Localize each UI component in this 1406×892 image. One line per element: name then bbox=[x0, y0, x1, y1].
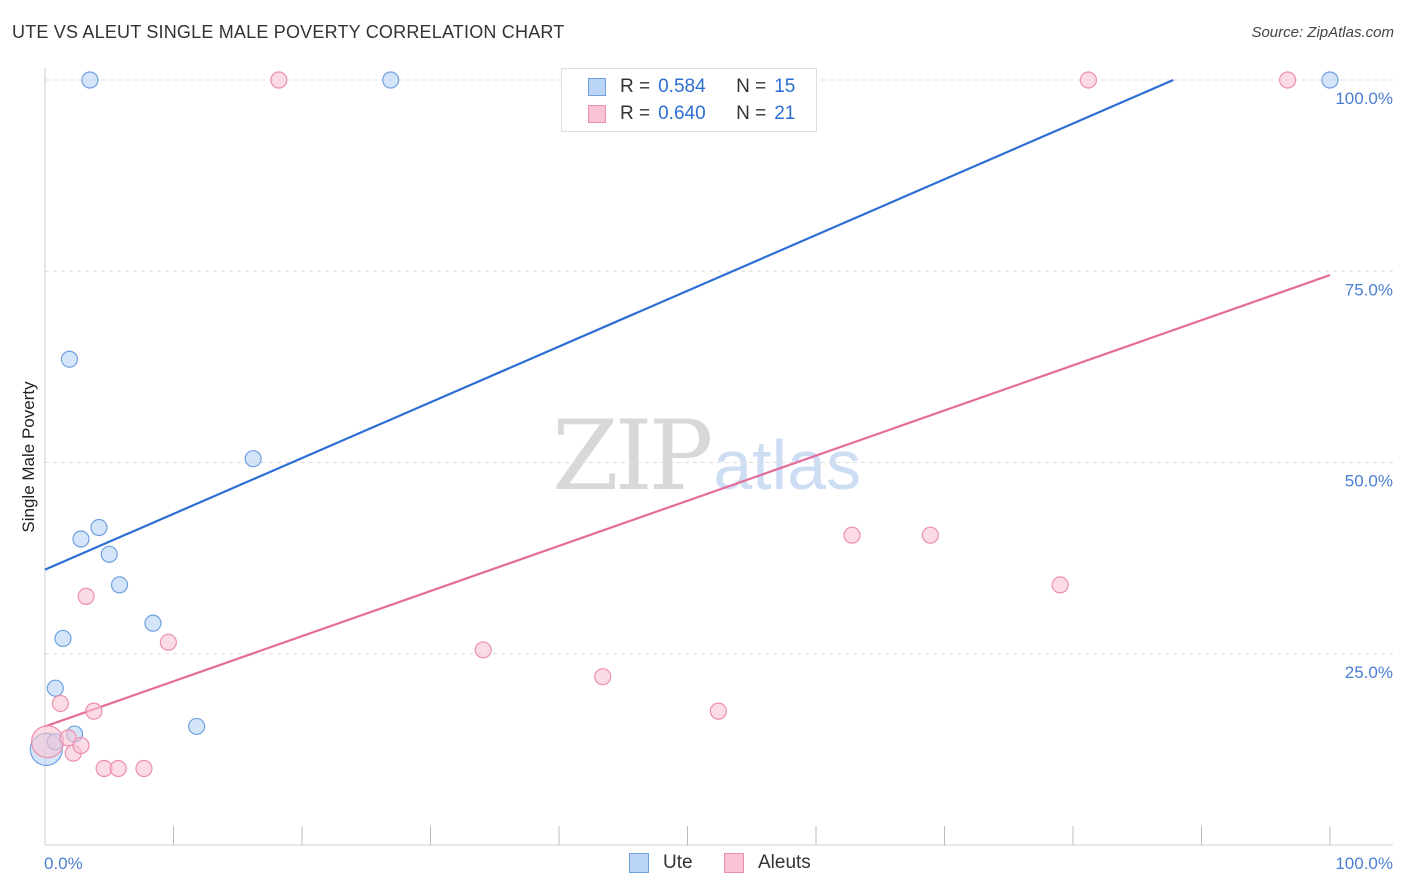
bottom-legend-ute: Ute bbox=[629, 851, 693, 875]
aleuts-point bbox=[270, 71, 288, 89]
aleuts-point bbox=[159, 633, 177, 651]
ute-point bbox=[72, 530, 90, 548]
aleuts-trendline bbox=[44, 274, 1331, 728]
aleuts-point bbox=[594, 668, 612, 686]
aleuts-point bbox=[77, 587, 95, 605]
aleuts-point bbox=[85, 702, 103, 720]
legend-n-label: N = bbox=[736, 103, 767, 124]
ute-point bbox=[54, 629, 72, 648]
ute-swatch bbox=[629, 853, 649, 873]
aleuts-point bbox=[51, 694, 70, 713]
legend-r-label: R = bbox=[620, 103, 651, 124]
watermark: ZIPatlas bbox=[552, 400, 861, 512]
chart-title: UTE VS ALEUT SINGLE MALE POVERTY CORRELA… bbox=[12, 22, 565, 42]
ute-swatch bbox=[588, 78, 606, 96]
aleuts-point bbox=[474, 641, 492, 659]
legend-n-value: 21 bbox=[774, 103, 796, 124]
y-axis-label: Single Male Poverty bbox=[19, 381, 38, 533]
aleuts-point bbox=[72, 736, 90, 755]
ute-point bbox=[60, 350, 79, 368]
bottom-legend-aleuts-label: Aleuts bbox=[758, 852, 811, 873]
aleuts-point bbox=[843, 526, 861, 544]
ute-trendline bbox=[44, 78, 1174, 571]
ute-point bbox=[110, 576, 129, 594]
aleuts-swatch bbox=[724, 853, 744, 873]
aleuts-point bbox=[1278, 71, 1297, 89]
ute-point bbox=[188, 717, 206, 736]
aleuts-swatch bbox=[588, 105, 606, 123]
ute-point bbox=[81, 71, 99, 89]
axes bbox=[44, 68, 1393, 846]
bottom-legend-ute-label: Ute bbox=[663, 852, 693, 873]
legend-row-aleuts: R = 0.640 N = 21 bbox=[588, 102, 795, 126]
aleuts-point bbox=[109, 759, 127, 778]
trendlines bbox=[44, 78, 1331, 728]
correlation-legend: R = 0.584 N = 15 R = 0.640 N = 21 bbox=[561, 68, 817, 132]
aleuts-point bbox=[1079, 71, 1098, 89]
ute-point bbox=[90, 518, 108, 537]
legend-r-label: R = bbox=[620, 76, 651, 97]
y-tick-label: 100.0% bbox=[1335, 89, 1393, 108]
y-tick-label: 50.0% bbox=[1345, 472, 1393, 491]
aleuts-point bbox=[921, 526, 939, 544]
x-tick-label-max: 100.0% bbox=[1335, 854, 1393, 873]
aleuts-point bbox=[135, 759, 153, 778]
legend-r-value: 0.584 bbox=[658, 76, 706, 97]
watermark-zip: ZIP bbox=[552, 400, 713, 512]
y-tick-label: 75.0% bbox=[1345, 280, 1393, 299]
ute-point bbox=[144, 614, 162, 632]
data-points bbox=[29, 71, 1339, 778]
legend-n-value: 15 bbox=[774, 76, 796, 97]
legend-r-value: 0.640 bbox=[658, 103, 706, 124]
tick-labels: 25.0% 50.0% 75.0% 100.0% 0.0% 100.0% Single Ma… bbox=[19, 89, 1393, 873]
aleuts-point bbox=[59, 729, 77, 747]
y-tick-label: 25.0% bbox=[1345, 663, 1393, 682]
ute-point bbox=[46, 679, 64, 697]
gridlines bbox=[45, 79, 1393, 655]
legend-n-label: N = bbox=[736, 76, 767, 97]
ute-point bbox=[100, 545, 118, 563]
bottom-legend-aleuts: Aleuts bbox=[724, 851, 811, 875]
x-tick-label-min: 0.0% bbox=[44, 854, 83, 873]
legend-row-ute: R = 0.584 N = 15 bbox=[588, 75, 795, 99]
aleuts-point bbox=[709, 702, 727, 720]
ute-point bbox=[244, 450, 262, 468]
chart-source: Source: ZipAtlas.com bbox=[1251, 24, 1394, 41]
ute-point bbox=[1321, 71, 1339, 89]
aleuts-point bbox=[1051, 576, 1069, 594]
ute-point bbox=[382, 71, 400, 89]
aleuts-point bbox=[30, 725, 65, 759]
